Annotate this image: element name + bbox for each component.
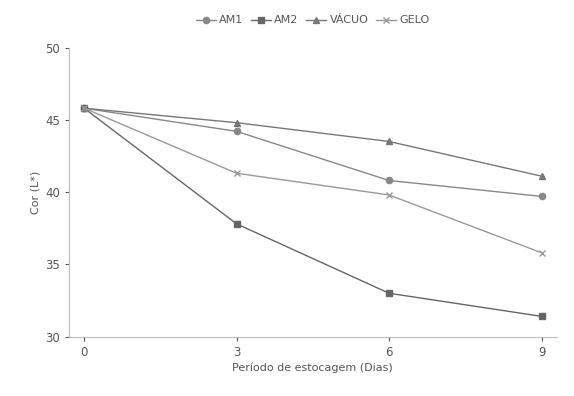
AM2 <box>81 106 88 110</box>
AM2 <box>233 221 240 226</box>
VÁCUO <box>538 174 545 179</box>
AM1 <box>386 178 393 183</box>
X-axis label: Período de estocagem (Dias): Período de estocagem (Dias) <box>232 363 393 373</box>
GELO <box>538 250 545 255</box>
VÁCUO <box>81 106 88 110</box>
Line: AM1: AM1 <box>81 105 545 200</box>
Line: AM2: AM2 <box>81 105 545 320</box>
VÁCUO <box>386 139 393 144</box>
GELO <box>386 192 393 197</box>
GELO <box>81 106 88 110</box>
AM1 <box>81 106 88 110</box>
AM1 <box>233 129 240 134</box>
Line: VÁCUO: VÁCUO <box>81 105 545 179</box>
AM2 <box>386 291 393 295</box>
AM1 <box>538 194 545 199</box>
Legend: AM1, AM2, VÁCUO, GELO: AM1, AM2, VÁCUO, GELO <box>196 15 430 25</box>
Y-axis label: Cor (L*): Cor (L*) <box>31 170 41 214</box>
AM2 <box>538 314 545 319</box>
Line: GELO: GELO <box>81 105 545 256</box>
GELO <box>233 171 240 176</box>
VÁCUO <box>233 120 240 125</box>
